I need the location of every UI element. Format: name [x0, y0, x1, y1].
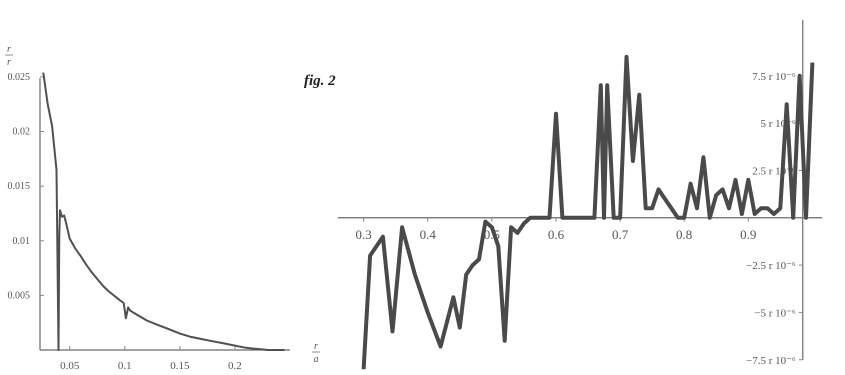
- chart1-x-tick-label: 0.05: [60, 360, 80, 372]
- chart1-y-label-den: r: [7, 57, 11, 68]
- chart1-group: 0.05 0.1 0.15 0.20.0050.010.0150.020.025rrr…: [5, 44, 320, 372]
- chart1-y-tick-label: 0.02: [13, 127, 31, 138]
- chart1-x-tick-label: 0.15: [170, 360, 190, 372]
- chart2-y-tick-label: −5 r 10⁻⁶: [754, 307, 796, 319]
- chart1-x-label-den: a: [314, 354, 319, 365]
- figure-caption: fig. 2: [304, 73, 336, 89]
- chart1-series-line: [42, 72, 285, 351]
- chart2-group: 0.3 0.4 0.5 0.6 0.7 0.8 0.97.5 r 10⁻⁶5 r 10⁻⁶2…: [338, 20, 822, 370]
- chart1-x-tick-label: 0.2: [228, 360, 242, 372]
- chart1-y-axis-label: rr: [5, 44, 13, 68]
- chart1-y-tick-label: 0.005: [8, 290, 31, 301]
- chart2-x-tick-label: 0.7: [612, 227, 629, 242]
- chart1-y-tick-label: 0.025: [8, 72, 31, 83]
- chart2-x-tick-label: 0.3: [356, 227, 372, 242]
- chart2-x-tick-label: 0.6: [548, 227, 565, 242]
- chart1-y-label-num: r: [7, 44, 11, 55]
- chart2-y-tick-label: 7.5 r 10⁻⁶: [752, 71, 796, 83]
- chart2-y-tick-label: −2.5 r 10⁻⁶: [746, 260, 796, 272]
- chart2-x-tick-label: 0.8: [676, 227, 692, 242]
- chart1-x-axis-label: ra: [312, 341, 320, 365]
- chart2-x-tick-label: 0.4: [420, 227, 437, 242]
- chart1-x-label-num: r: [314, 341, 318, 352]
- chart2-x-tick-label: 0.9: [740, 227, 756, 242]
- chart2-series-line: [361, 54, 815, 370]
- chart1-y-tick-label: 0.01: [13, 236, 31, 247]
- chart2-y-tick-label: −7.5 r 10⁻⁶: [746, 355, 796, 367]
- chart2-y-tick-label: 2.5 r 10⁻⁶: [752, 165, 796, 177]
- chart2-y-tick-label: 5 r 10⁻⁶: [760, 118, 795, 130]
- chart1-x-tick-label: 0.1: [118, 360, 132, 372]
- chart1-y-tick-label: 0.015: [8, 181, 31, 192]
